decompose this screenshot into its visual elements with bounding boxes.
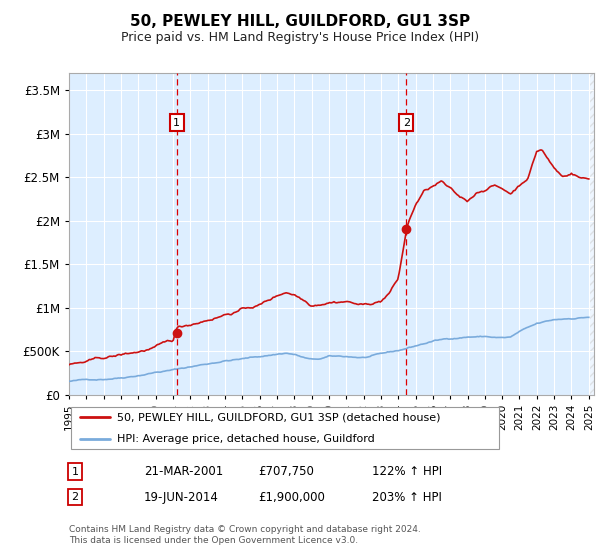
Text: 1: 1 [71,466,79,477]
Text: 203% ↑ HPI: 203% ↑ HPI [372,491,442,504]
Text: 2: 2 [71,492,79,502]
Text: 50, PEWLEY HILL, GUILDFORD, GU1 3SP: 50, PEWLEY HILL, GUILDFORD, GU1 3SP [130,14,470,29]
Text: Contains HM Land Registry data © Crown copyright and database right 2024.
This d: Contains HM Land Registry data © Crown c… [69,525,421,545]
Text: Price paid vs. HM Land Registry's House Price Index (HPI): Price paid vs. HM Land Registry's House … [121,31,479,44]
Text: HPI: Average price, detached house, Guildford: HPI: Average price, detached house, Guil… [116,435,374,444]
Text: 50, PEWLEY HILL, GUILDFORD, GU1 3SP (detached house): 50, PEWLEY HILL, GUILDFORD, GU1 3SP (det… [116,412,440,422]
Bar [589,73,594,395]
FancyBboxPatch shape [71,407,499,449]
Text: 19-JUN-2014: 19-JUN-2014 [144,491,219,504]
Text: £1,900,000: £1,900,000 [258,491,325,504]
Text: 1: 1 [173,118,180,128]
Text: 2: 2 [403,118,410,128]
Text: £707,750: £707,750 [258,465,314,478]
Text: 21-MAR-2001: 21-MAR-2001 [144,465,223,478]
Text: 122% ↑ HPI: 122% ↑ HPI [372,465,442,478]
